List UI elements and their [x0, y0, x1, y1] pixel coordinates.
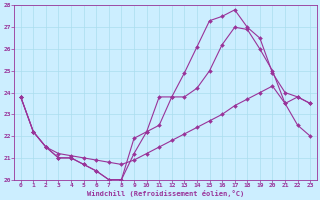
X-axis label: Windchill (Refroidissement éolien,°C): Windchill (Refroidissement éolien,°C): [87, 190, 244, 197]
